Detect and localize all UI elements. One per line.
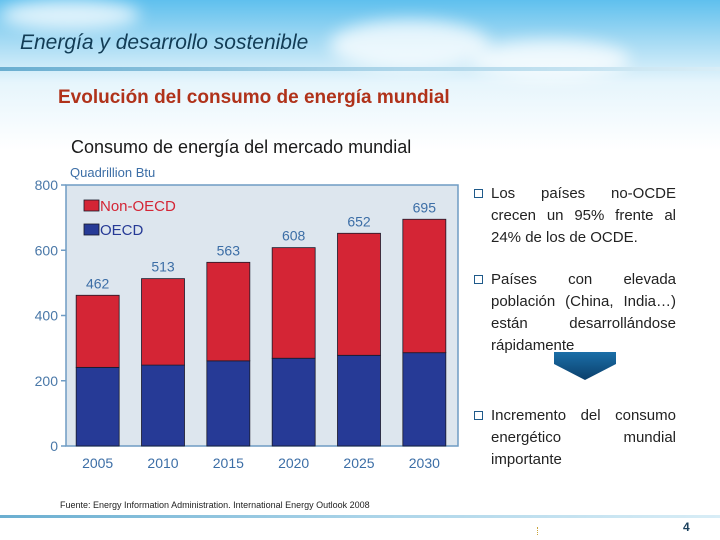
bar-oecd-2020 [271, 357, 316, 447]
bullet-item: Países con elevada población (China, Ind… [474, 269, 676, 357]
bullet-list: Los países no-OCDE crecen un 95% frente … [474, 183, 676, 483]
bar-oecd-2025 [337, 354, 381, 447]
bar-oecd-2030 [402, 352, 447, 447]
x-tick-label: 2005 [82, 455, 113, 471]
total-data-label: 695 [413, 199, 437, 215]
cloud [0, 0, 140, 30]
bullet-text: Los países no-OCDE crecen un 95% frente … [491, 185, 676, 246]
total-data-label: 608 [282, 228, 306, 244]
footer-divider [0, 515, 720, 518]
header-divider [0, 67, 720, 71]
y-tick-label: 200 [35, 373, 59, 389]
cloud [330, 20, 490, 70]
plot-area [65, 184, 459, 447]
legend-swatch-non-oecd [83, 199, 100, 212]
y-tick-label: 800 [35, 177, 59, 193]
source-note: Fuente: Energy Information Administratio… [60, 500, 370, 510]
page-number: 4 [683, 520, 690, 534]
bullet-text: Países con elevada población (China, Ind… [491, 271, 676, 354]
bar-oecd-2005 [75, 366, 120, 447]
x-tick-label: 2015 [213, 455, 244, 471]
checkbox-bullet-icon [474, 411, 483, 420]
x-tick-label: 2010 [147, 455, 178, 471]
checkbox-bullet-icon [474, 189, 483, 198]
total-data-label: 652 [347, 213, 371, 229]
bar-non-oecd-2010 [141, 278, 185, 366]
y-tick-label: 0 [50, 438, 58, 454]
footer-mark [537, 527, 539, 535]
slide-title: Energía y desarrollo sostenible [20, 31, 309, 54]
bar-oecd-2010 [141, 364, 185, 447]
checkbox-bullet-icon [474, 275, 483, 284]
down-arrow-icon [554, 352, 616, 380]
legend-label-non-oecd: Non-OECD [100, 198, 176, 215]
legend-label-oecd: OECD [100, 222, 144, 239]
legend-swatch-oecd [83, 223, 100, 236]
sky-banner [0, 0, 720, 150]
bar-non-oecd-2030 [402, 218, 447, 354]
bullet-item: Los países no-OCDE crecen un 95% frente … [474, 183, 676, 249]
x-tick-label: 2020 [278, 455, 309, 471]
bar-non-oecd-2005 [75, 294, 120, 368]
bullet-text: Incremento del consumo energético mundia… [491, 407, 676, 468]
total-data-label: 563 [217, 242, 241, 258]
stacked-bar-chart: Quadrillion Btu 0 200 400 600 800 462 2005 513 20… [35, 165, 459, 471]
y-tick-label: 400 [35, 308, 59, 324]
y-axis-label: Quadrillion Btu [70, 165, 155, 180]
y-tick-label: 600 [35, 242, 59, 258]
total-data-label: 513 [151, 259, 175, 275]
chart-title: Consumo de energía del mercado mundial [71, 137, 412, 157]
x-tick-label: 2030 [409, 455, 440, 471]
x-tick-label: 2025 [343, 455, 374, 471]
slide-subtitle: Evolución del consumo de energía mundial [58, 87, 450, 108]
bar-oecd-2015 [206, 360, 251, 447]
bullet-item: Incremento del consumo energético mundia… [474, 405, 676, 471]
bar-non-oecd-2025 [337, 232, 381, 356]
cloud [470, 40, 630, 80]
total-data-label: 462 [86, 275, 110, 291]
bar-non-oecd-2015 [206, 261, 251, 362]
bar-non-oecd-2020 [271, 247, 316, 359]
